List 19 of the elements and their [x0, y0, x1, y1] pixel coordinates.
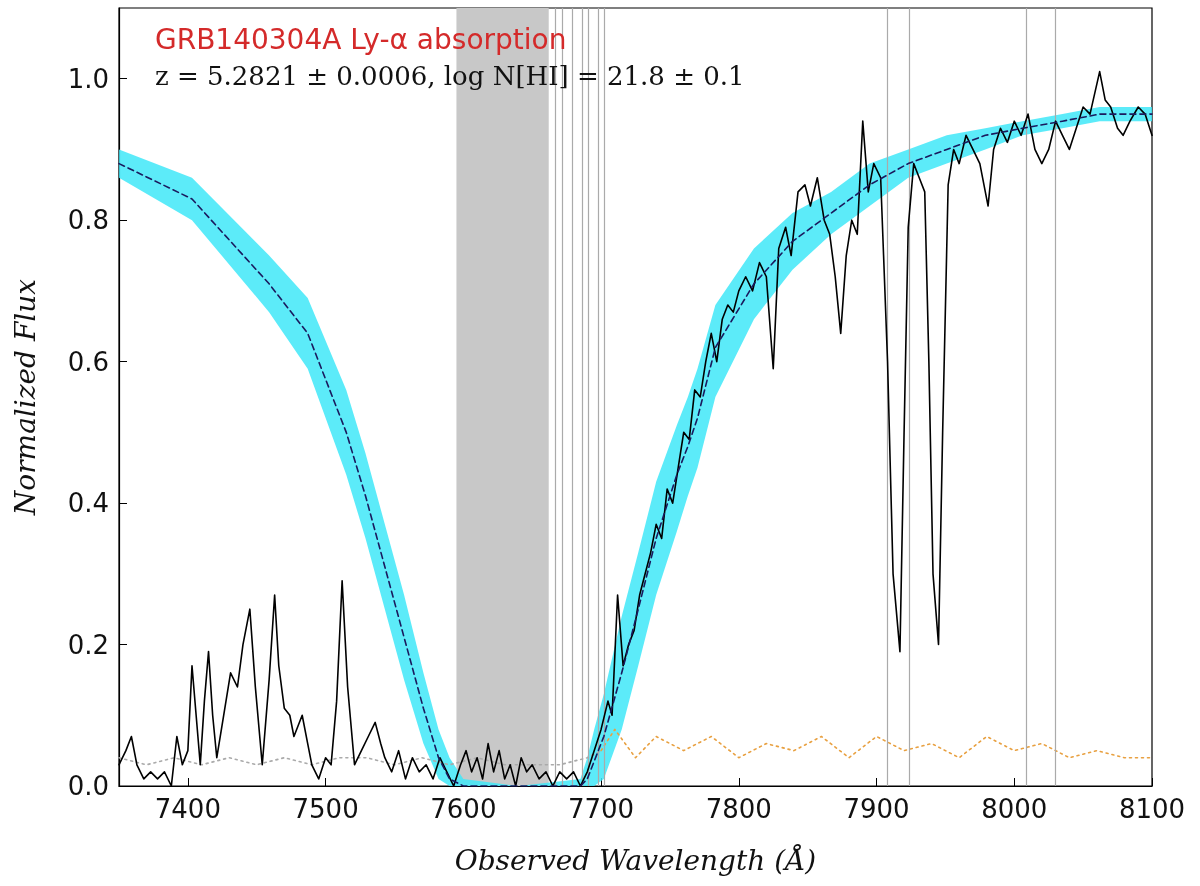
y-tick-label: 0.8	[67, 205, 109, 236]
text: GRB140304A Ly-α absorption	[155, 22, 567, 56]
x-tick-label: 8100	[1118, 794, 1186, 824]
y-tick-label: 0.2	[67, 629, 109, 660]
text: z = 5.2821 ± 0.0006, log N[HI] = 21.8 ± 0.1	[155, 61, 745, 91]
x-axis-title: Observed Wavelength (Å)	[454, 843, 817, 877]
line-series	[600, 728, 1153, 759]
x-tick-label: 8000	[981, 794, 1048, 824]
x-tick-label: 7600	[430, 794, 497, 824]
y-tick-label: 0.0	[67, 771, 109, 801]
y-tick-label: 0.4	[67, 488, 109, 519]
y-tick-label: 0.6	[67, 346, 109, 377]
x-tick-label: 7900	[843, 794, 910, 824]
y-axis-title: Normalized Flux	[8, 278, 42, 517]
x-tick-label: 7500	[292, 794, 359, 824]
x-tick-label: 7700	[567, 794, 635, 824]
x-tick-label: 7800	[705, 794, 772, 824]
x-tick-label: 7400	[154, 794, 221, 824]
y-tick-label: 1.0	[67, 63, 109, 94]
